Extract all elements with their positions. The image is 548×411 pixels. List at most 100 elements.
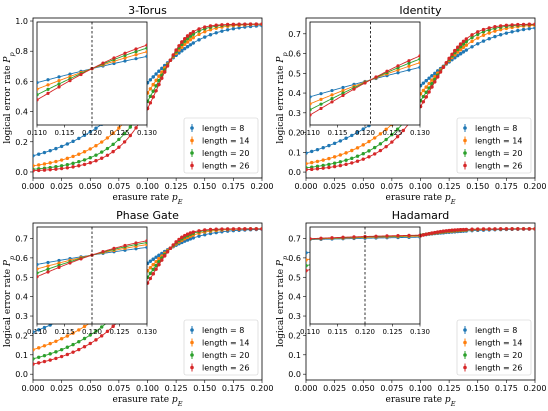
legend-label: length = 14: [202, 339, 249, 348]
inset-series-point: [396, 71, 400, 75]
x-tick-label: 0.100: [136, 384, 159, 393]
y-tick-label: 0.4: [288, 293, 301, 302]
series-point: [458, 227, 463, 232]
inset-series-point: [37, 275, 39, 279]
chart-title: Identity: [399, 4, 442, 17]
inset-series-point: [396, 234, 400, 238]
legend-label: length = 8: [202, 124, 244, 133]
inset-series-point: [396, 68, 400, 72]
series-point: [177, 44, 181, 48]
legend-label: length = 14: [475, 137, 522, 146]
series-point: [160, 251, 164, 256]
inset-series-point: [341, 91, 345, 95]
inset-series-point: [46, 270, 50, 274]
series-point: [42, 168, 47, 172]
series-point: [82, 162, 87, 167]
inset-x-tick-label: 0.130: [137, 129, 157, 137]
legend-label: length = 14: [475, 339, 522, 348]
x-tick-label: 0.100: [409, 182, 432, 191]
series-point: [458, 42, 463, 46]
x-tick-label: 0.175: [222, 384, 245, 393]
x-tick-label: 0.000: [22, 182, 45, 191]
x-tick-label: 0.000: [295, 182, 318, 191]
series-point: [461, 39, 466, 44]
series-point: [456, 53, 460, 58]
legend-label: length = 26: [475, 162, 522, 171]
series-point: [220, 29, 224, 33]
series-point: [453, 48, 457, 53]
series-point: [453, 55, 457, 60]
series-point: [450, 52, 454, 57]
inset-series-point: [37, 98, 39, 102]
series-point: [321, 163, 325, 168]
series-point: [65, 156, 70, 161]
inset-series-point: [363, 81, 367, 85]
inset-series-point: [407, 233, 411, 237]
y-axis-label: logical error rate Pp: [3, 52, 16, 144]
series-point: [254, 227, 258, 231]
series-point: [430, 78, 434, 82]
series-point: [65, 162, 70, 167]
inset-x-tick-label: 0.115: [54, 328, 74, 336]
y-tick-label: 0.3: [288, 312, 301, 321]
legend-marker: [463, 328, 467, 332]
y-tick-label: 0.0: [288, 370, 301, 379]
y-tick-label: 0.3: [288, 109, 301, 118]
y-tick-label: 0.6: [15, 77, 28, 86]
series-point: [71, 350, 75, 354]
series-point: [162, 254, 167, 258]
series-point: [188, 38, 193, 42]
legend-marker: [463, 138, 467, 143]
series-point: [65, 334, 70, 338]
x-tick-label: 0.200: [251, 384, 274, 393]
series-point: [154, 84, 158, 88]
series-point: [401, 128, 406, 133]
series-point: [361, 143, 365, 147]
x-axis-label: erasure rate pE: [386, 395, 456, 408]
inset-series-point: [37, 262, 39, 267]
series-point: [71, 139, 75, 144]
inset-x-tick-label: 0.120: [355, 328, 375, 336]
series-point: [54, 159, 58, 164]
inset-series-point: [341, 235, 345, 239]
series-point: [54, 356, 58, 361]
series-point: [487, 37, 491, 41]
legend-box: [456, 319, 532, 376]
series-point: [220, 227, 224, 231]
x-tick-label: 0.025: [50, 384, 73, 393]
series-point: [77, 328, 81, 332]
x-axis-label-symbol: p: [445, 395, 451, 405]
y-axis-label-symbol: P: [3, 56, 13, 64]
y-tick-label: 0.5: [288, 273, 301, 282]
series-point: [447, 56, 451, 61]
inset-series-point: [310, 237, 312, 241]
inset-series-point: [319, 92, 323, 96]
series-point: [177, 237, 181, 242]
series-point: [470, 45, 474, 49]
y-tick-label: 0.1: [288, 351, 301, 360]
series-point: [384, 144, 388, 149]
series-point: [71, 342, 75, 347]
series-point: [117, 145, 121, 149]
series-point: [498, 227, 503, 231]
series-point: [180, 235, 184, 240]
series-point: [361, 152, 365, 156]
series-point: [65, 166, 70, 170]
series-point: [183, 233, 187, 238]
series-point: [470, 227, 474, 231]
series-point: [260, 22, 262, 26]
x-tick-label: 0.150: [466, 182, 489, 191]
series-point: [306, 268, 308, 273]
inset-series-point: [330, 236, 334, 240]
series-point: [430, 74, 434, 78]
y-tick-label: 0.0: [15, 168, 28, 177]
series-point: [260, 227, 262, 231]
series-point: [498, 33, 503, 37]
series-point: [151, 82, 155, 87]
series-point: [82, 150, 87, 154]
series-point: [94, 329, 98, 333]
series-point: [493, 29, 497, 33]
inset-series-point: [407, 64, 411, 68]
inset-x-tick-label: 0.110: [300, 328, 320, 336]
series-point: [237, 227, 241, 231]
